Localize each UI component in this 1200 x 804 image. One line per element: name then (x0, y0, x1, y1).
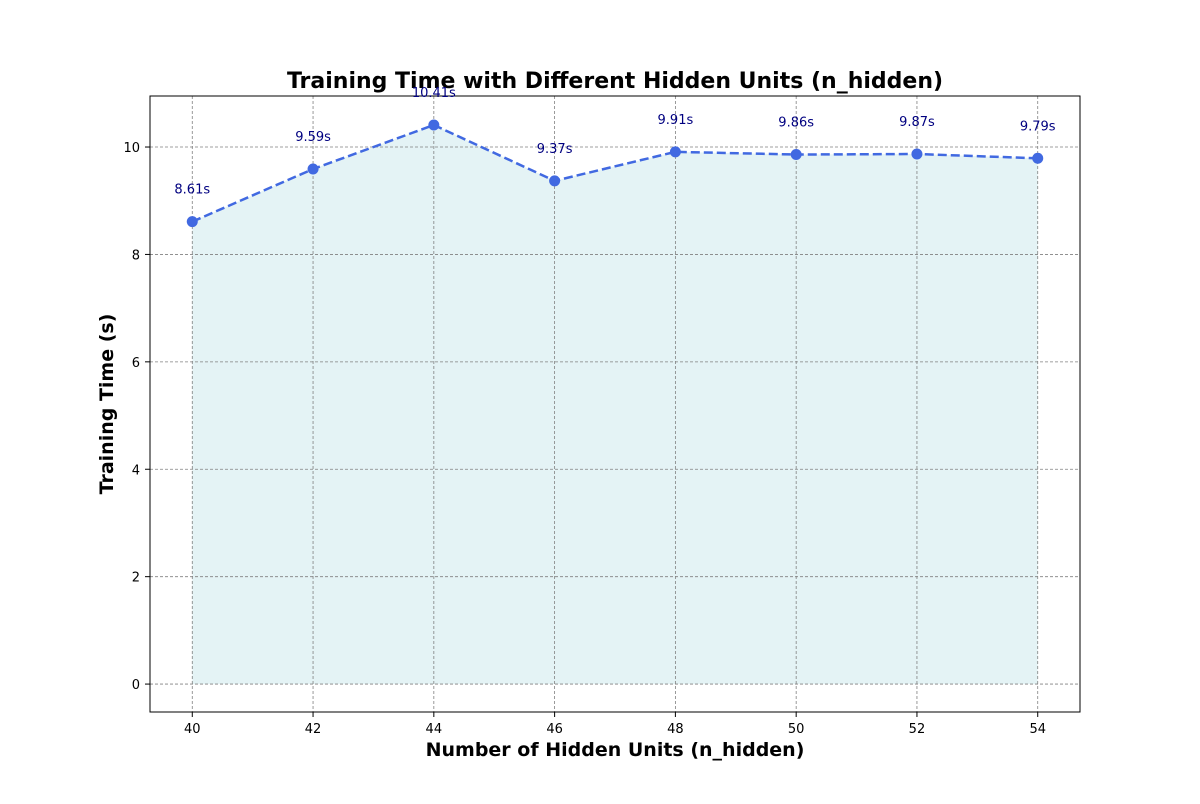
x-tick-label: 52 (909, 722, 926, 737)
data-point (428, 119, 440, 131)
x-tick-label: 48 (667, 722, 684, 737)
y-tick-label: 2 (132, 571, 140, 586)
data-point (1032, 152, 1044, 164)
data-point (669, 146, 681, 158)
data-label: 9.91s (658, 113, 694, 128)
data-label: 9.86s (778, 116, 814, 131)
data-point (549, 175, 561, 187)
x-tick-label: 44 (426, 722, 443, 737)
data-point (307, 163, 319, 175)
data-label: 9.37s (537, 142, 573, 157)
data-label: 9.79s (1020, 119, 1056, 134)
x-tick-label: 50 (788, 722, 805, 737)
data-label: 8.61s (174, 183, 210, 198)
plot-area: 40 42 44 46 48 50 52 5402468108.61s9.59s10.41s9… (123, 86, 1081, 737)
x-axis-label: Number of Hidden Units (n_hidden) (426, 739, 805, 761)
chart-title: Training Time with Different Hidden Unit… (287, 69, 943, 94)
data-label: 10.41s (412, 86, 456, 101)
data-point (911, 148, 923, 160)
data-label: 9.87s (899, 115, 935, 130)
data-point (790, 149, 802, 161)
x-tick-label: 42 (305, 722, 322, 737)
x-tick-label: 40 (184, 722, 201, 737)
y-tick-label: 6 (132, 356, 140, 371)
y-tick-label: 10 (123, 141, 140, 156)
y-axis-label: Training Time (s) (96, 314, 118, 495)
y-tick-label: 0 (132, 678, 140, 693)
y-tick-label: 8 (132, 248, 140, 263)
x-tick-label: 54 (1029, 722, 1046, 737)
data-label: 9.59s (295, 130, 331, 145)
area-fill (192, 125, 1038, 685)
axes-frame (149, 95, 1081, 713)
y-tick-label: 4 (132, 463, 140, 478)
x-tick-label: 46 (546, 722, 563, 737)
series-line (191, 123, 1038, 223)
data-point (186, 216, 198, 228)
